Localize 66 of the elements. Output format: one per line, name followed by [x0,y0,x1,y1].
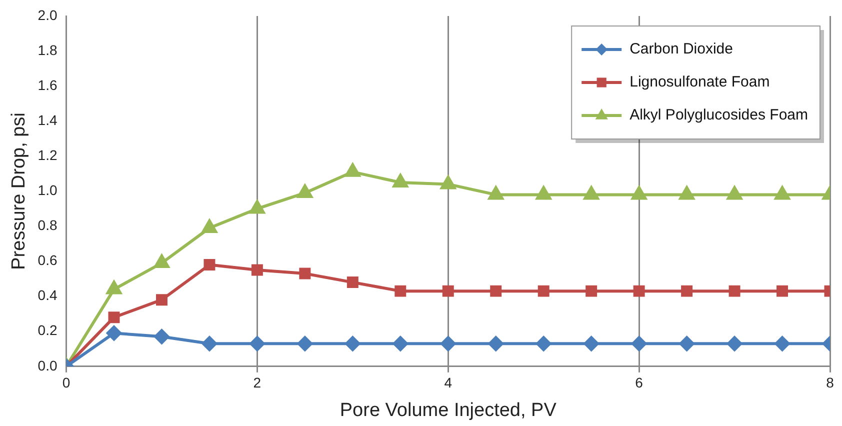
point [297,184,312,198]
point [633,285,645,297]
x-tick-label: 8 [826,374,834,391]
point [536,186,552,200]
point [154,254,170,268]
point [584,336,599,352]
legend-label: Lignosulfonate Foam [630,74,770,91]
point [442,285,454,297]
point [202,336,217,352]
point [726,186,742,200]
point [106,326,122,341]
point [204,259,216,271]
y-tick-label: 1.4 [38,112,58,128]
point [440,176,456,190]
point [345,163,360,177]
point [536,336,552,352]
x-tick-label: 6 [635,374,644,391]
point [251,264,263,276]
x-tick-label: 0 [62,374,70,391]
y-tick-label: 1.8 [38,42,58,58]
point [346,276,358,288]
x-axis-title: Pore Volume Injected, PV [340,400,557,421]
point [538,285,550,297]
point [297,336,312,352]
point [681,285,693,297]
y-tick-label: 1.0 [38,182,58,198]
point [728,285,740,297]
point [250,336,265,352]
point [488,336,504,352]
point [108,312,120,324]
point [345,336,360,352]
point [154,329,170,344]
x-tick-label: 2 [253,374,262,391]
legend-label: Alkyl Polyglucosides Foam [630,106,808,124]
point [490,285,502,297]
point [106,280,122,294]
point [299,268,311,280]
point [392,174,408,188]
y-tick-label: 0.2 [38,322,58,338]
point [727,336,742,352]
x-tick-label: 4 [444,374,452,391]
point [440,336,456,352]
point [392,336,408,352]
point [774,336,790,352]
legend-label: Carbon Dioxide [630,40,733,58]
y-tick-label: 0.0 [38,357,58,374]
point [774,186,790,200]
point [632,336,647,352]
point [156,294,168,306]
y-tick-label: 0.6 [38,252,58,268]
point [488,186,504,200]
y-tick-label: 0.4 [38,287,58,304]
point [394,285,406,297]
y-tick-label: 0.8 [38,217,58,234]
point [632,186,647,200]
point [776,285,788,297]
point [679,186,694,200]
point [250,200,265,214]
point [586,285,598,297]
point [679,336,694,352]
point [584,186,599,200]
point [202,219,218,233]
y-tick-label: 2.0 [38,6,58,23]
y-tick-label: 1.2 [38,147,58,164]
y-axis-title: Pressure Drop, psi [8,112,30,270]
y-tick-label: 1.6 [38,76,58,93]
